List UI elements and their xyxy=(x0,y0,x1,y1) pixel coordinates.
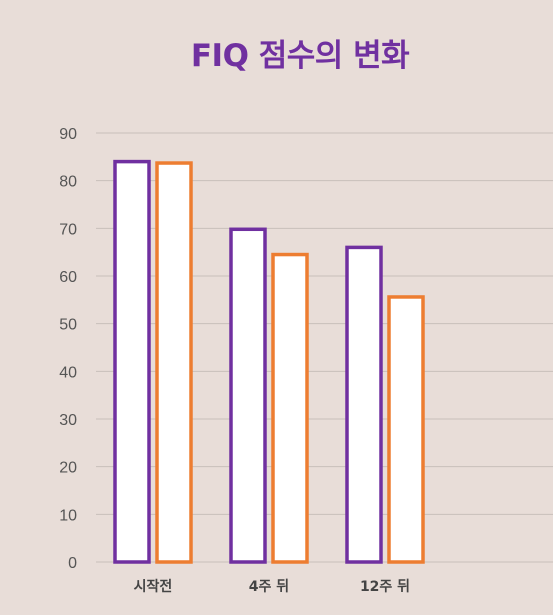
x-category-label: 12주 뒤 xyxy=(360,579,410,595)
y-tick-label: 90 xyxy=(59,126,77,143)
chart-title: FIQ 점수의 변화 xyxy=(190,38,410,74)
y-tick-label: 80 xyxy=(59,174,77,191)
bar-series1-3 xyxy=(345,245,383,564)
bar-series1-2 xyxy=(229,227,267,564)
bar-series2-2 xyxy=(271,252,309,564)
bar-series1-1 xyxy=(113,159,151,564)
bar-series2-3 xyxy=(387,295,425,564)
y-tick-label: 0 xyxy=(68,555,77,572)
y-tick-label: 70 xyxy=(59,221,77,238)
y-tick-label: 40 xyxy=(59,364,77,381)
y-tick-label: 60 xyxy=(59,269,77,286)
x-category-label: 시작전 xyxy=(134,578,173,595)
y-tick-label: 30 xyxy=(59,412,77,429)
x-category-label: 4주 뒤 xyxy=(249,579,289,595)
bar-series2-1 xyxy=(155,161,193,564)
y-tick-label: 50 xyxy=(59,317,77,334)
y-tick-label: 20 xyxy=(59,460,77,477)
y-tick-label: 10 xyxy=(59,507,77,524)
